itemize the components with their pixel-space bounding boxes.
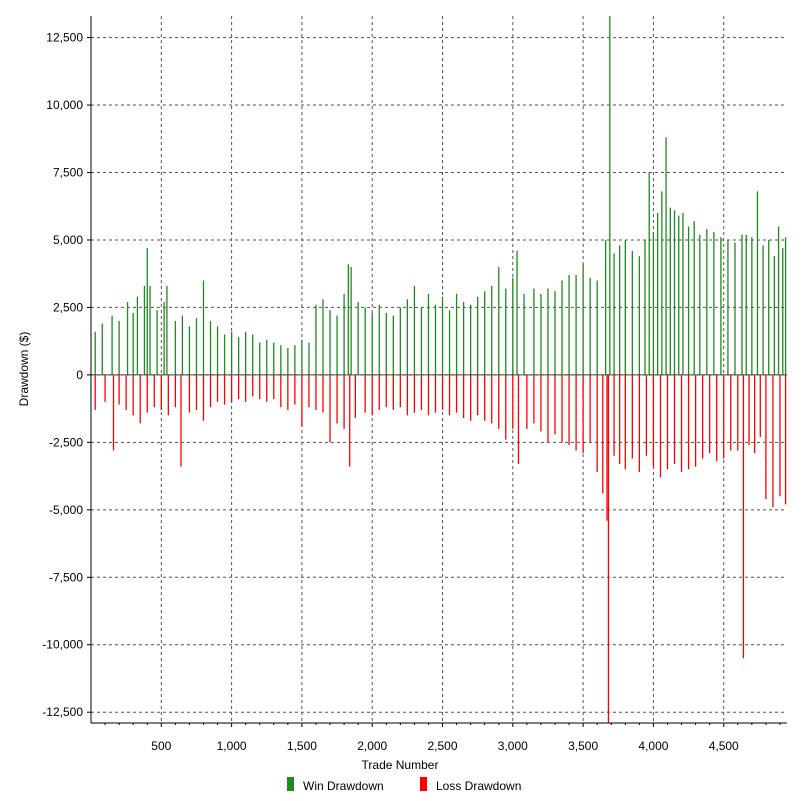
x-tick-label: 500: [151, 739, 171, 753]
x-tick-label: 2,000: [357, 739, 387, 753]
y-tick-label: 2,500: [53, 300, 83, 314]
x-tick-label: 4,000: [638, 739, 668, 753]
y-tick-label: 7,500: [53, 166, 83, 180]
y-tick-label: -5,000: [49, 503, 83, 517]
win-drawdown-series: [94, 16, 787, 375]
y-tick-label: 10,000: [46, 98, 83, 112]
x-tick-label: 1,500: [287, 739, 317, 753]
x-tick-label: 4,500: [709, 739, 739, 753]
legend-swatch-loss: [420, 777, 427, 791]
grid-lines: [91, 16, 787, 723]
x-tick-label: 3,000: [498, 739, 528, 753]
legend-swatch-win: [287, 777, 294, 791]
x-tick-label: 1,000: [217, 739, 247, 753]
x-tick-label: 2,500: [427, 739, 457, 753]
axes: [90, 16, 787, 724]
legend-label-win: Win Drawdown: [303, 779, 384, 793]
y-tick-label: -2,500: [49, 435, 83, 449]
y-tick-label: -10,000: [42, 638, 83, 652]
y-tick-label: -12,500: [42, 705, 83, 719]
y-tick-label: -7,500: [49, 570, 83, 584]
legend-label-loss: Loss Drawdown: [436, 779, 521, 793]
legend: Win Drawdown Loss Drawdown: [287, 777, 521, 793]
x-axis-title: Trade Number: [362, 758, 439, 772]
bars-layer: [91, 16, 787, 723]
y-tick-labels: 12,500 10,000 7,500 5,000 2,500 0 -2,500 -5,000…: [42, 31, 91, 719]
x-tick-label: 3,500: [568, 739, 598, 753]
y-axis-title: Drawdown ($): [17, 332, 31, 407]
x-tick-labels: 500 1,000 1,500 2,000 2,500 3,000 3,500 4,000 4,…: [104, 723, 781, 753]
loss-drawdown-series: [94, 374, 787, 723]
y-tick-label: 12,500: [46, 31, 83, 45]
y-tick-label: 5,000: [53, 233, 83, 247]
y-tick-label: 0: [76, 368, 83, 382]
